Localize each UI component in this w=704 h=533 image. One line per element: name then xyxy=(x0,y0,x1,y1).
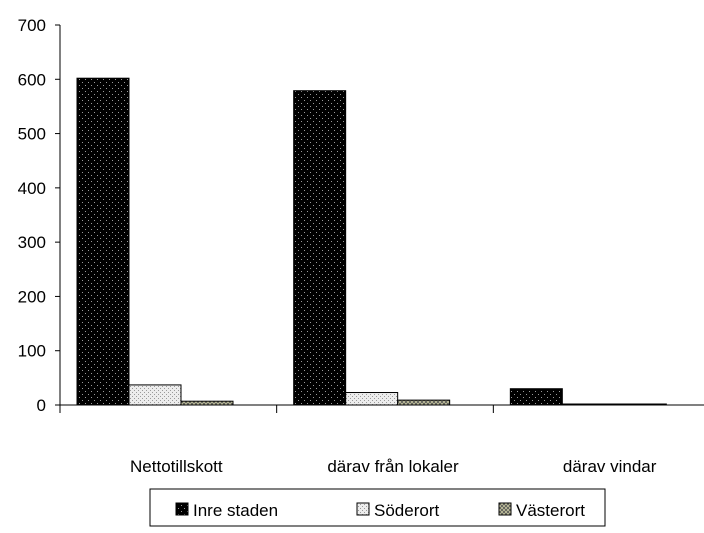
legend-label: Söderort xyxy=(374,501,439,520)
y-tick-label: 300 xyxy=(18,233,46,252)
bar-v-sterort-3 xyxy=(613,403,667,406)
x-axis: Nettotillskott därav från lokaler därav vi… xyxy=(59,404,704,476)
y-tick-label: 700 xyxy=(18,16,46,35)
y-tick-label: 600 xyxy=(18,70,46,89)
bar-inre-staden-2 xyxy=(293,90,347,406)
bar-s-derort-1 xyxy=(128,384,182,406)
x-category-label: därav från lokaler xyxy=(327,457,459,476)
legend-label: Västerort xyxy=(516,501,585,520)
legend-swatch xyxy=(356,502,370,516)
y-tick-label: 0 xyxy=(37,396,46,415)
y-tick-label: 400 xyxy=(18,179,46,198)
bar-inre-staden-1 xyxy=(76,77,130,406)
y-tick-label: 500 xyxy=(18,125,46,144)
bars-group xyxy=(76,77,667,406)
legend-label: Inre staden xyxy=(193,501,278,520)
y-tick-label: 100 xyxy=(18,342,46,361)
y-tick-label: 200 xyxy=(18,287,46,306)
legend-swatch xyxy=(175,502,189,516)
legend-swatch xyxy=(498,502,512,516)
x-category-label: Nettotillskott xyxy=(130,457,223,476)
legend: Inre staden Söderort Västerort xyxy=(149,488,606,527)
y-axis: 0 100 200 300 400 500 600 700 xyxy=(18,16,61,415)
x-category-label: därav vindar xyxy=(563,457,657,476)
bar-s-derort-3 xyxy=(561,403,615,406)
bar-v-sterort-1 xyxy=(180,400,234,406)
bar-v-sterort-2 xyxy=(397,399,451,406)
bar-s-derort-2 xyxy=(345,392,399,406)
legend-box xyxy=(149,488,606,527)
bar-inre-staden-3 xyxy=(509,388,563,406)
